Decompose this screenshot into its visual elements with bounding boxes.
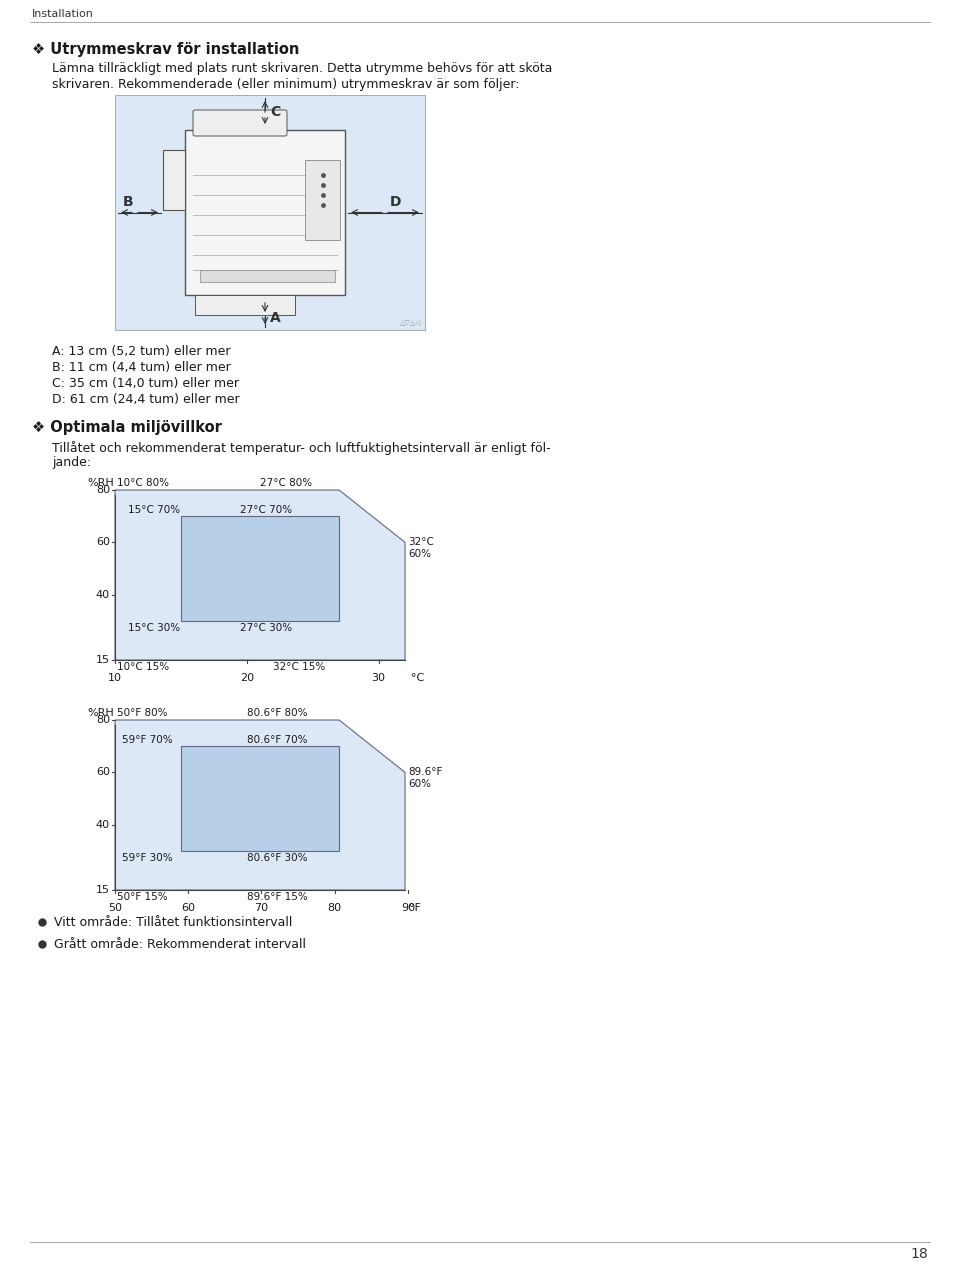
Text: 89.6°F
60%: 89.6°F 60% bbox=[408, 767, 443, 788]
Text: Tillåtet och rekommenderat temperatur- och luftfuktighetsintervall är enligt föl: Tillåtet och rekommenderat temperatur- o… bbox=[52, 441, 551, 455]
Text: 27°C 30%: 27°C 30% bbox=[240, 622, 293, 632]
Bar bbox=[305, 159, 340, 240]
Text: 60: 60 bbox=[96, 538, 110, 548]
Polygon shape bbox=[180, 516, 339, 621]
FancyBboxPatch shape bbox=[193, 110, 287, 137]
Text: 70: 70 bbox=[254, 903, 269, 913]
Text: △▽△◁: △▽△◁ bbox=[399, 320, 421, 326]
Polygon shape bbox=[115, 720, 405, 891]
Text: °C: °C bbox=[411, 673, 424, 683]
Text: 89.6°F 15%: 89.6°F 15% bbox=[247, 892, 307, 902]
Text: ❖ Optimala miljövillkor: ❖ Optimala miljövillkor bbox=[32, 420, 222, 435]
Text: 32°C 15%: 32°C 15% bbox=[274, 662, 325, 672]
Text: 59°F 70%: 59°F 70% bbox=[122, 735, 173, 745]
Text: Vitt område: Tillåtet funktionsintervall: Vitt område: Tillåtet funktionsintervall bbox=[54, 916, 293, 929]
Text: Grått område: Rekommenderat intervall: Grått område: Rekommenderat intervall bbox=[54, 937, 306, 950]
Text: skrivaren. Rekommenderade (eller minimum) utrymmeskrav är som följer:: skrivaren. Rekommenderade (eller minimum… bbox=[52, 78, 519, 91]
Text: 80.6°F 30%: 80.6°F 30% bbox=[247, 853, 307, 863]
Text: 15: 15 bbox=[96, 886, 110, 896]
Text: 15°C 70%: 15°C 70% bbox=[129, 505, 180, 515]
Text: %RH: %RH bbox=[87, 478, 113, 488]
Text: 40: 40 bbox=[96, 589, 110, 600]
Bar bbox=[163, 151, 185, 210]
Text: 60: 60 bbox=[181, 903, 195, 913]
Polygon shape bbox=[180, 746, 339, 851]
Text: jande:: jande: bbox=[52, 455, 91, 469]
Bar bbox=[115, 95, 425, 330]
Text: 60: 60 bbox=[96, 768, 110, 777]
Text: 10°C 15%: 10°C 15% bbox=[117, 662, 169, 672]
Text: B: B bbox=[123, 196, 133, 210]
Text: 59°F 30%: 59°F 30% bbox=[122, 853, 173, 863]
Text: 27°C 70%: 27°C 70% bbox=[240, 505, 293, 515]
Text: Lämna tillräckligt med plats runt skrivaren. Detta utrymme behövs för att sköta: Lämna tillräckligt med plats runt skriva… bbox=[52, 62, 552, 75]
Text: A: A bbox=[270, 310, 280, 325]
Text: 80: 80 bbox=[96, 715, 110, 725]
Text: 15: 15 bbox=[96, 655, 110, 665]
Text: 15°C 30%: 15°C 30% bbox=[129, 622, 180, 632]
Bar bbox=[200, 269, 335, 282]
Text: 32°C
60%: 32°C 60% bbox=[408, 538, 434, 559]
Text: ❖ Utrymmeskrav för installation: ❖ Utrymmeskrav för installation bbox=[32, 42, 300, 57]
Text: °F: °F bbox=[409, 903, 420, 913]
Text: 20: 20 bbox=[240, 673, 253, 683]
Text: B: 11 cm (4,4 tum) eller mer: B: 11 cm (4,4 tum) eller mer bbox=[52, 361, 230, 374]
Text: 80: 80 bbox=[96, 484, 110, 495]
Text: 90: 90 bbox=[401, 903, 415, 913]
Text: %RH: %RH bbox=[87, 708, 113, 719]
Text: D: D bbox=[390, 196, 401, 210]
Text: 27°C 80%: 27°C 80% bbox=[260, 478, 312, 488]
Text: Installation: Installation bbox=[32, 9, 94, 19]
Text: 80.6°F 80%: 80.6°F 80% bbox=[247, 708, 307, 719]
Text: C: 35 cm (14,0 tum) eller mer: C: 35 cm (14,0 tum) eller mer bbox=[52, 377, 239, 390]
Bar bbox=[195, 295, 295, 315]
Text: 50°F 80%: 50°F 80% bbox=[117, 708, 167, 719]
Text: 30: 30 bbox=[372, 673, 386, 683]
Text: 10: 10 bbox=[108, 673, 122, 683]
Text: C: C bbox=[270, 105, 280, 119]
Text: A: 13 cm (5,2 tum) eller mer: A: 13 cm (5,2 tum) eller mer bbox=[52, 345, 230, 358]
Text: 50: 50 bbox=[108, 903, 122, 913]
Polygon shape bbox=[115, 490, 405, 660]
Text: 10°C 80%: 10°C 80% bbox=[117, 478, 169, 488]
Text: D: 61 cm (24,4 tum) eller mer: D: 61 cm (24,4 tum) eller mer bbox=[52, 393, 240, 406]
Text: 80.6°F 70%: 80.6°F 70% bbox=[247, 735, 307, 745]
Text: 18: 18 bbox=[910, 1247, 928, 1261]
Bar bbox=[185, 130, 345, 295]
Text: 40: 40 bbox=[96, 820, 110, 830]
Text: 80: 80 bbox=[327, 903, 342, 913]
Text: 50°F 15%: 50°F 15% bbox=[117, 892, 168, 902]
